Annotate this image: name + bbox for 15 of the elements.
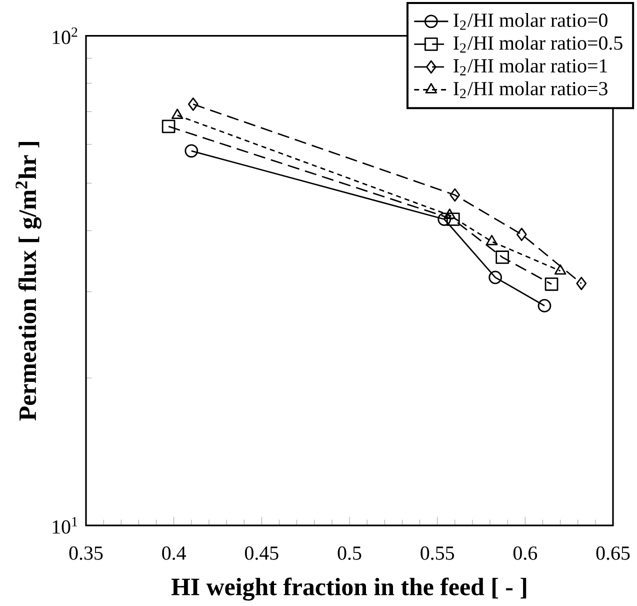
legend-label: I$_{2}$/HI molar ratio=0.5	[454, 36, 622, 53]
x-axis-title: HI weight fraction in the feed [ - ]	[171, 578, 526, 601]
x-tick-label: 0.45	[244, 546, 278, 560]
legend-label: I$_{2}$/HI molar ratio=1	[454, 58, 608, 76]
x-tick-label: 0.5	[338, 546, 362, 560]
y-tick-label: 10$^{2}$	[52, 27, 78, 44]
x-tick-label: 0.55	[420, 546, 454, 560]
x-tick-label: 0.35	[69, 546, 103, 560]
x-tick-label: 0.4	[162, 546, 186, 560]
y-tick-label: 10$^{1}$	[52, 517, 78, 534]
x-tick-label: 0.65	[596, 546, 630, 560]
legend-label: I$_{2}$/HI molar ratio=3	[454, 81, 608, 98]
y-axis-title: Permeation flux [ g/m$^{2}$hr ]	[16, 142, 42, 421]
x-tick-label: 0.6	[513, 546, 538, 560]
legend-label: I$_{2}$/HI molar ratio=0	[454, 12, 608, 30]
